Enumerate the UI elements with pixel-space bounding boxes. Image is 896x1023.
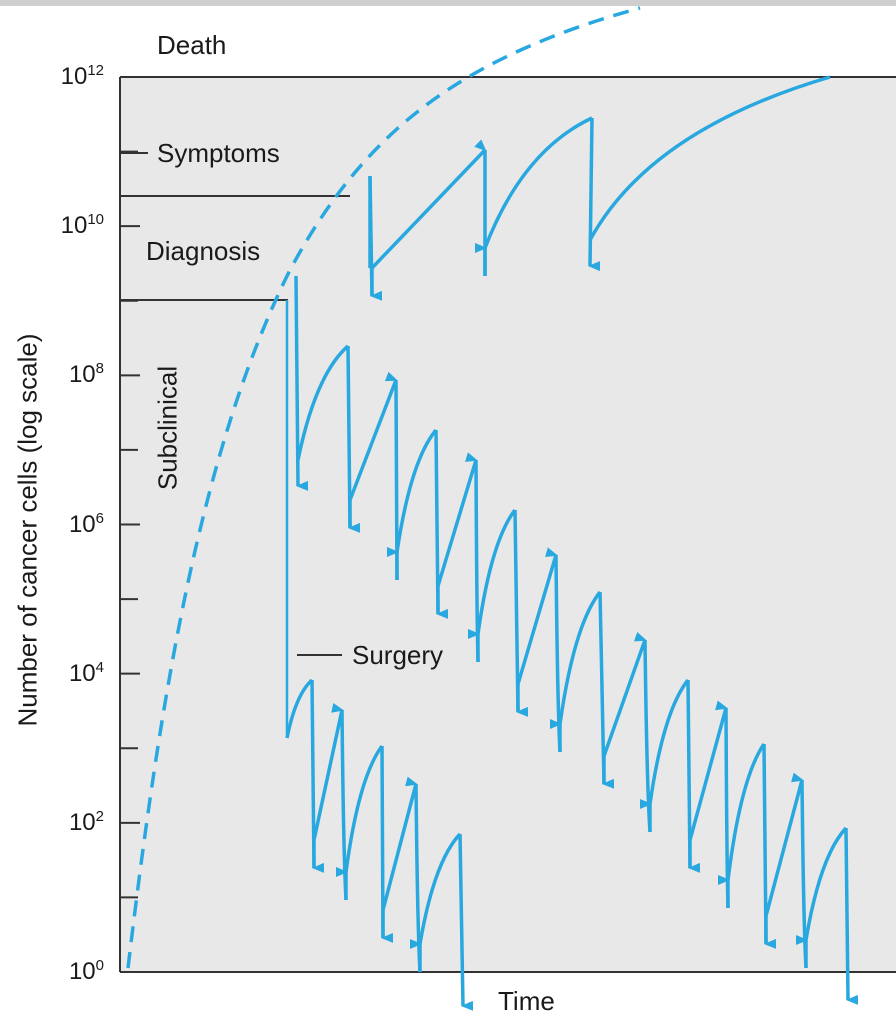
subclinical-label: Subclinical xyxy=(152,365,183,491)
middle-series-drop-arrow xyxy=(602,631,647,757)
middle-series-drop-arrow xyxy=(688,700,728,841)
lower-series-growth xyxy=(344,744,384,873)
upper-series-growth xyxy=(483,116,593,249)
middle-series-growth xyxy=(558,590,602,725)
y-tick-label: 1010 xyxy=(60,211,104,240)
upper-series-drop-arrow xyxy=(370,139,487,270)
y-tick-label: 108 xyxy=(68,360,104,389)
middle-series-growth xyxy=(296,344,350,461)
middle-series-drop-arrow xyxy=(598,591,615,789)
lower-series-drop-arrow xyxy=(458,833,474,1011)
y-tick-marks xyxy=(120,150,140,899)
y-tick-label: 1012 xyxy=(60,62,104,90)
middle-series-drop-arrow xyxy=(764,772,804,917)
plot-background xyxy=(120,77,896,972)
y-axis-label: Number of cancer cells (log scale) xyxy=(12,333,43,727)
middle-series-drop-arrow xyxy=(513,509,529,717)
lower-series-growth xyxy=(418,832,462,945)
middle-series-growth xyxy=(804,826,848,941)
first-dose-drop-arrow xyxy=(294,275,309,491)
y-tick-label: 100 xyxy=(68,957,104,985)
upper-regrowth xyxy=(588,75,831,241)
middle-series-growth xyxy=(395,428,438,553)
lower-series-drop-arrow xyxy=(381,776,418,911)
middle-series-growth xyxy=(476,508,517,635)
symptoms-label: Symptoms xyxy=(157,138,280,168)
death-label: Death xyxy=(157,30,227,60)
middle-series-drop-arrow xyxy=(844,827,859,1005)
treatment-curves xyxy=(285,75,859,1011)
y-tick-label: 102 xyxy=(68,807,104,836)
middle-series-drop-arrow xyxy=(516,547,558,685)
upper-series-drop-arrow xyxy=(588,117,601,272)
middle-series-drop-arrow xyxy=(436,452,478,587)
diagnosis-label: Diagnosis xyxy=(146,236,261,266)
middle-series-growth xyxy=(648,678,690,805)
y-tick-label: 104 xyxy=(68,658,104,687)
middle-series-drop-arrow xyxy=(348,371,398,501)
lower-series-growth xyxy=(285,678,314,739)
top-rule xyxy=(0,0,896,6)
x-axis-label: Time xyxy=(498,986,555,1016)
untreated-growth-curve xyxy=(126,6,641,969)
surgery-label: Surgery xyxy=(352,640,444,670)
y-tick-label: 106 xyxy=(68,509,104,538)
lower-series-drop-arrow xyxy=(312,703,344,841)
middle-series-growth xyxy=(726,743,766,881)
